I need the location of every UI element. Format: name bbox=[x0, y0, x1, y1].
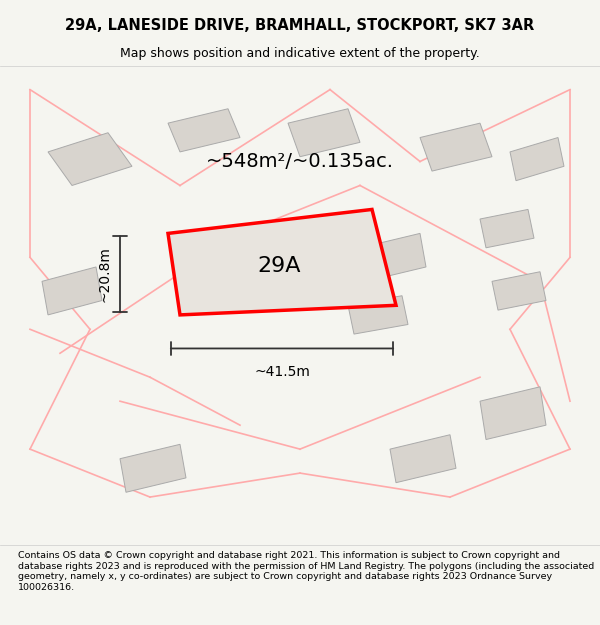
Text: ~548m²/~0.135ac.: ~548m²/~0.135ac. bbox=[206, 152, 394, 171]
Text: 29A, LANESIDE DRIVE, BRAMHALL, STOCKPORT, SK7 3AR: 29A, LANESIDE DRIVE, BRAMHALL, STOCKPORT… bbox=[65, 18, 535, 33]
Text: Map shows position and indicative extent of the property.: Map shows position and indicative extent… bbox=[120, 48, 480, 60]
Polygon shape bbox=[42, 267, 102, 315]
Text: ~41.5m: ~41.5m bbox=[254, 365, 310, 379]
Polygon shape bbox=[510, 138, 564, 181]
Polygon shape bbox=[168, 209, 396, 315]
Polygon shape bbox=[360, 233, 426, 281]
Polygon shape bbox=[492, 272, 546, 310]
Polygon shape bbox=[420, 123, 492, 171]
Polygon shape bbox=[120, 444, 186, 493]
Polygon shape bbox=[168, 109, 240, 152]
Polygon shape bbox=[480, 209, 534, 248]
Text: Contains OS data © Crown copyright and database right 2021. This information is : Contains OS data © Crown copyright and d… bbox=[18, 551, 594, 592]
Polygon shape bbox=[480, 387, 546, 439]
Polygon shape bbox=[348, 296, 408, 334]
Polygon shape bbox=[288, 109, 360, 157]
Text: 29A: 29A bbox=[257, 256, 301, 276]
Polygon shape bbox=[288, 272, 342, 305]
Polygon shape bbox=[390, 435, 456, 482]
Text: ~20.8m: ~20.8m bbox=[97, 246, 111, 302]
Polygon shape bbox=[48, 132, 132, 186]
